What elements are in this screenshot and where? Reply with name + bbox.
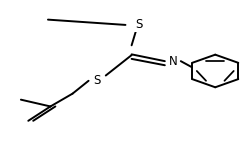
Text: S: S [93,74,101,87]
Text: S: S [135,18,143,31]
Text: N: N [169,55,178,68]
